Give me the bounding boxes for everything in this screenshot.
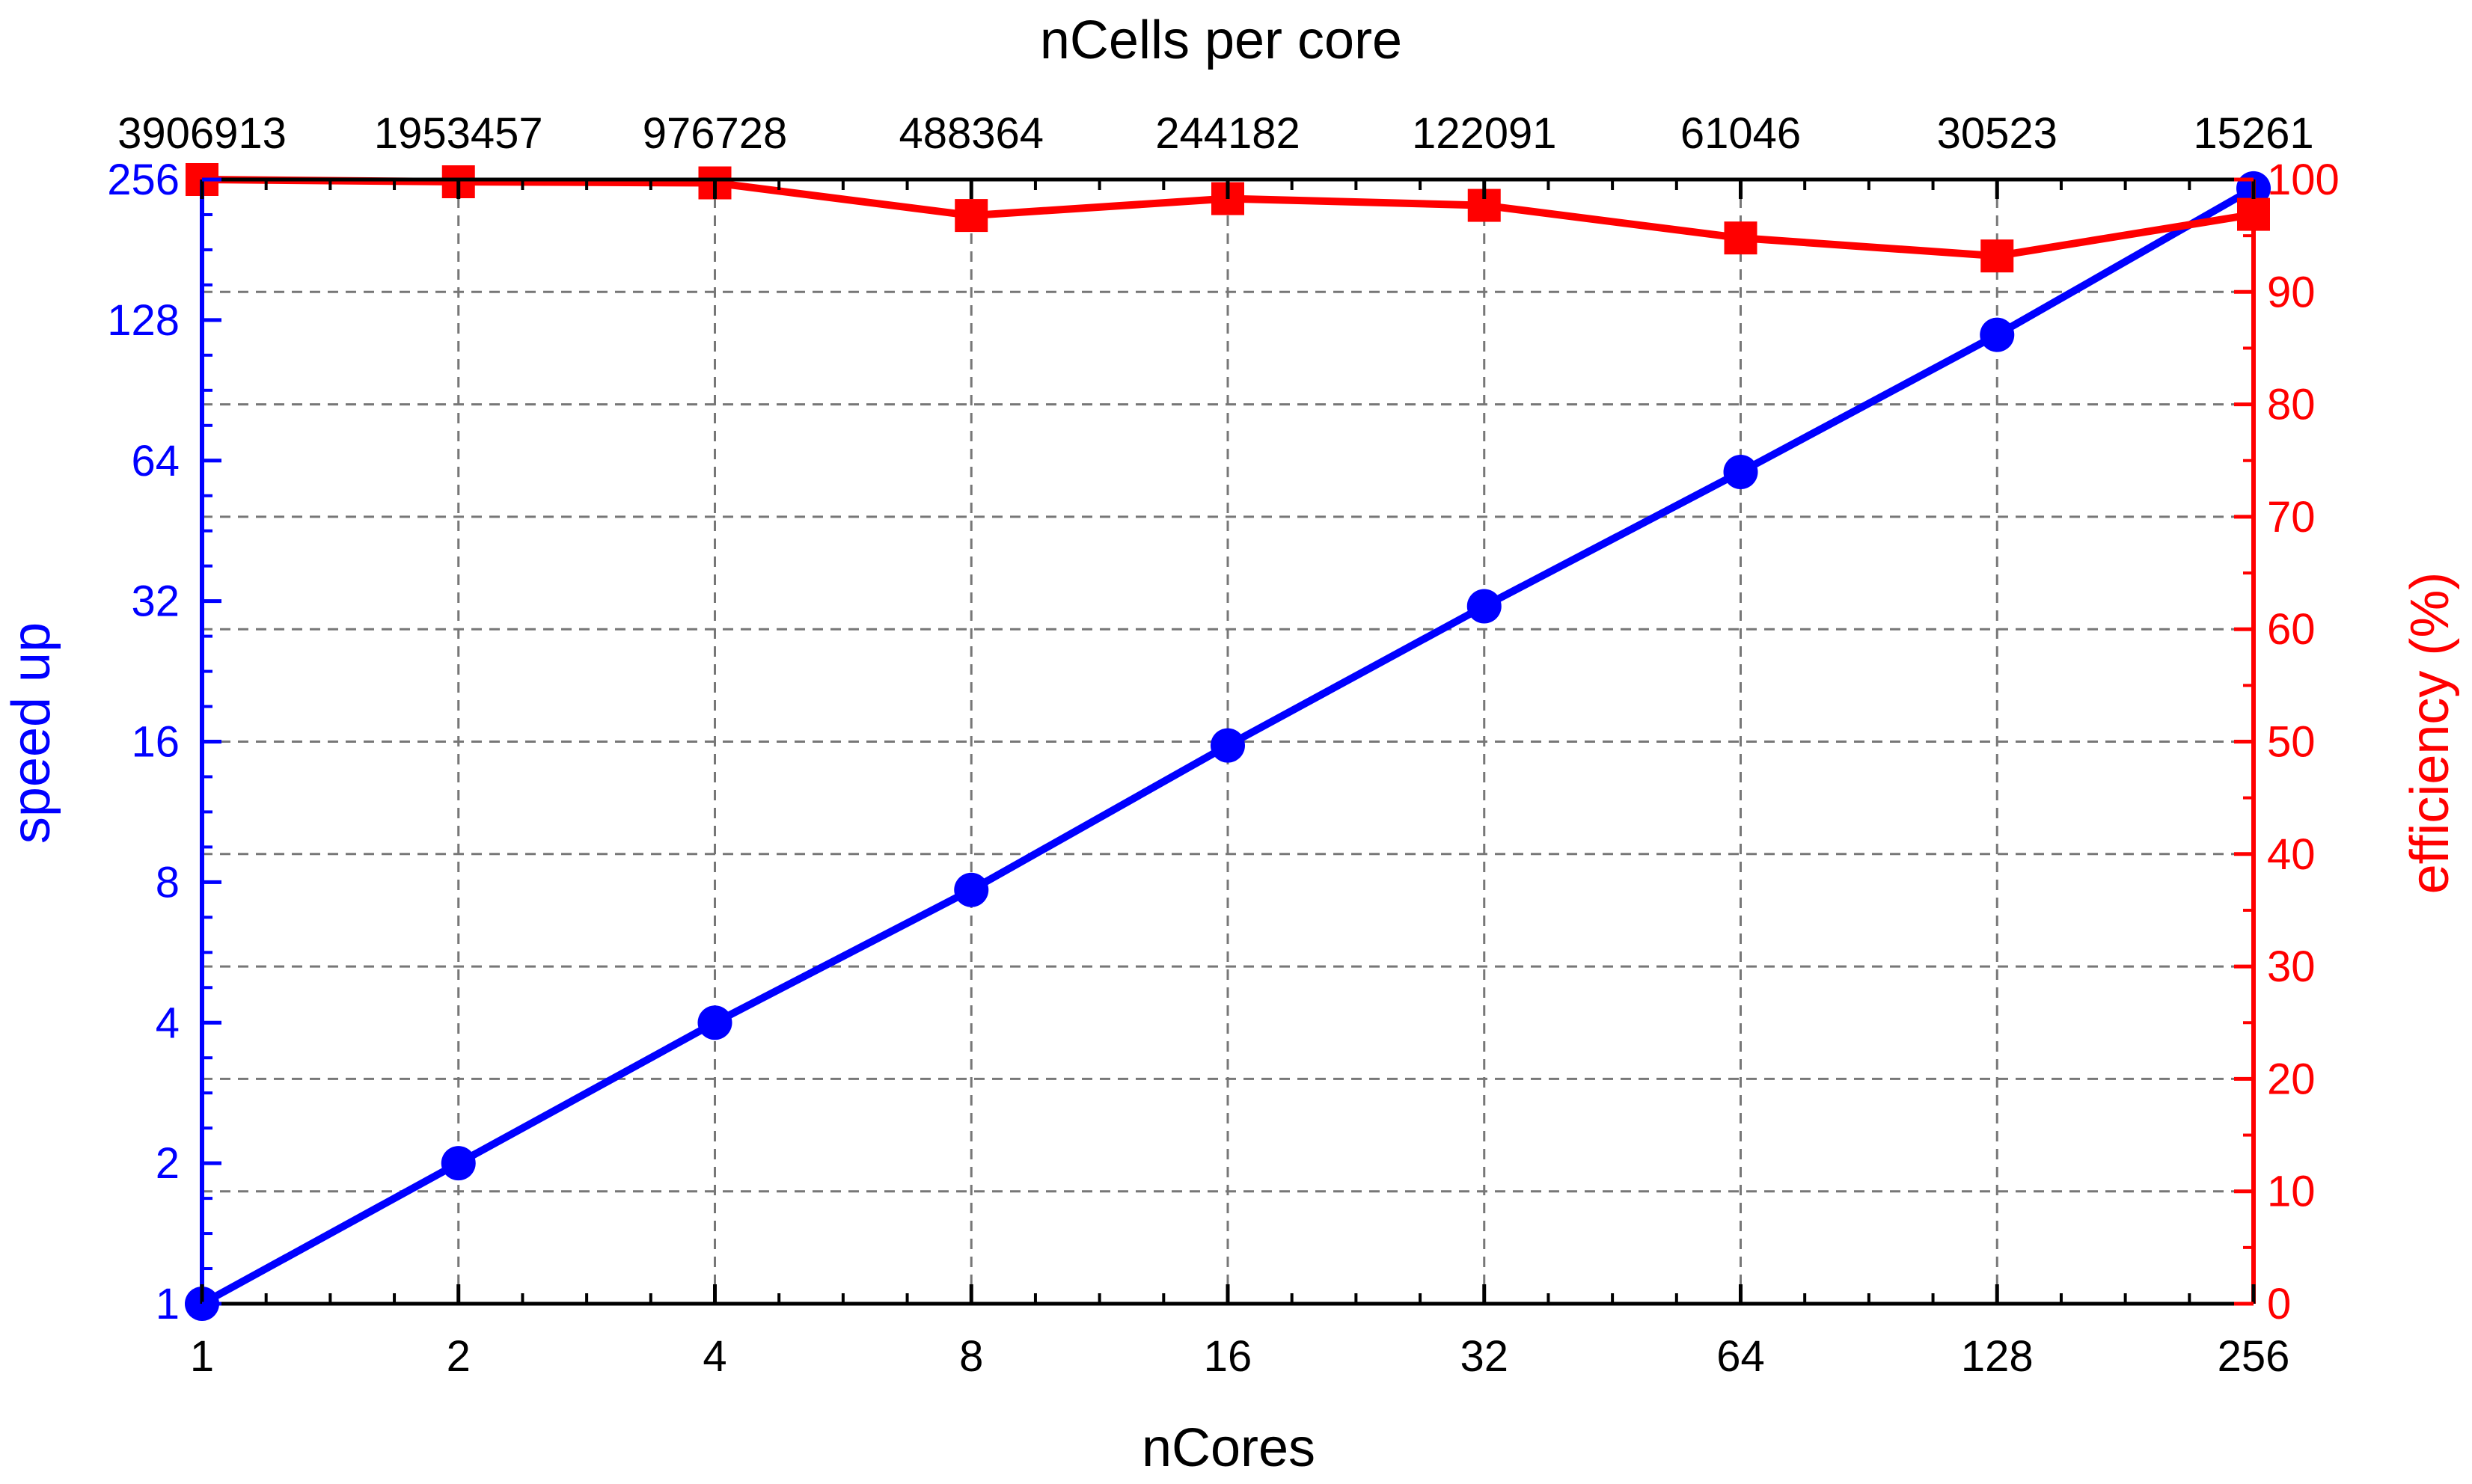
right-tick-label: 60 <box>2267 605 2316 654</box>
x-tick-label: 4 <box>703 1332 726 1381</box>
top-tick-label: 1953457 <box>374 109 543 158</box>
top-tick-label: 488364 <box>899 109 1044 158</box>
efficiency-point <box>1980 239 2014 273</box>
right-tick-label: 0 <box>2267 1280 2291 1328</box>
left-tick-label: 8 <box>156 858 180 907</box>
speedup-point <box>1211 728 1245 763</box>
left-tick-label: 64 <box>131 437 180 485</box>
axes <box>200 177 2256 1306</box>
efficiency-point <box>955 199 988 233</box>
efficiency-point <box>1724 221 1757 255</box>
x-axis-title: nCores <box>1142 1418 1315 1478</box>
right-tick-label: 10 <box>2267 1168 2316 1216</box>
speedup-point <box>441 1146 476 1181</box>
left-tick-label: 16 <box>131 718 180 767</box>
left-tick-label: 256 <box>107 156 180 204</box>
x-tick-label: 64 <box>1716 1332 1765 1381</box>
x-tick-label: 1 <box>190 1332 214 1381</box>
top-tick-label: 3906913 <box>117 109 287 158</box>
right-axis-title: efficiency (%) <box>2400 572 2460 895</box>
x-tick-label: 128 <box>1961 1332 2034 1381</box>
x-tick-label: 32 <box>1460 1332 1508 1381</box>
speedup-point <box>697 1005 732 1040</box>
left-tick-label: 128 <box>107 296 180 345</box>
top-axis-title: nCells per core <box>1040 10 1402 70</box>
x-tick-label: 2 <box>447 1332 471 1381</box>
top-tick-label: 61046 <box>1680 109 1801 158</box>
right-tick-label: 80 <box>2267 381 2316 429</box>
right-tick-label: 40 <box>2267 830 2316 879</box>
top-tick-label: 15261 <box>2193 109 2313 158</box>
speedup-point <box>1723 454 1758 489</box>
right-tick-label: 90 <box>2267 268 2316 316</box>
top-tick-label: 122091 <box>1412 109 1557 158</box>
top-tick-label: 976728 <box>643 109 788 158</box>
right-tick-label: 30 <box>2267 942 2316 991</box>
right-tick-label: 20 <box>2267 1055 2316 1103</box>
speedup-point <box>954 872 989 907</box>
left-axis-title: speed up <box>1 622 61 844</box>
left-tick-label: 1 <box>156 1280 180 1328</box>
speedup-point <box>1466 589 1502 624</box>
top-tick-label: 244182 <box>1155 109 1300 158</box>
top-tick-label: 30523 <box>1937 109 2058 158</box>
left-tick-label: 4 <box>156 999 180 1047</box>
right-tick-label: 70 <box>2267 493 2316 542</box>
tick-labels: 1 3906913 2 1953457 4 976728 8 488364 16 244182 32… <box>107 109 2340 1381</box>
right-tick-label: 50 <box>2267 718 2316 767</box>
x-tick-label: 8 <box>959 1332 983 1381</box>
left-tick-label: 32 <box>131 577 180 626</box>
x-tick-label: 16 <box>1204 1332 1252 1381</box>
left-tick-label: 2 <box>156 1139 180 1188</box>
speedup-point <box>1980 317 2015 352</box>
x-tick-label: 256 <box>2218 1332 2290 1381</box>
grid <box>202 180 2254 1304</box>
right-tick-label: 100 <box>2267 156 2340 204</box>
